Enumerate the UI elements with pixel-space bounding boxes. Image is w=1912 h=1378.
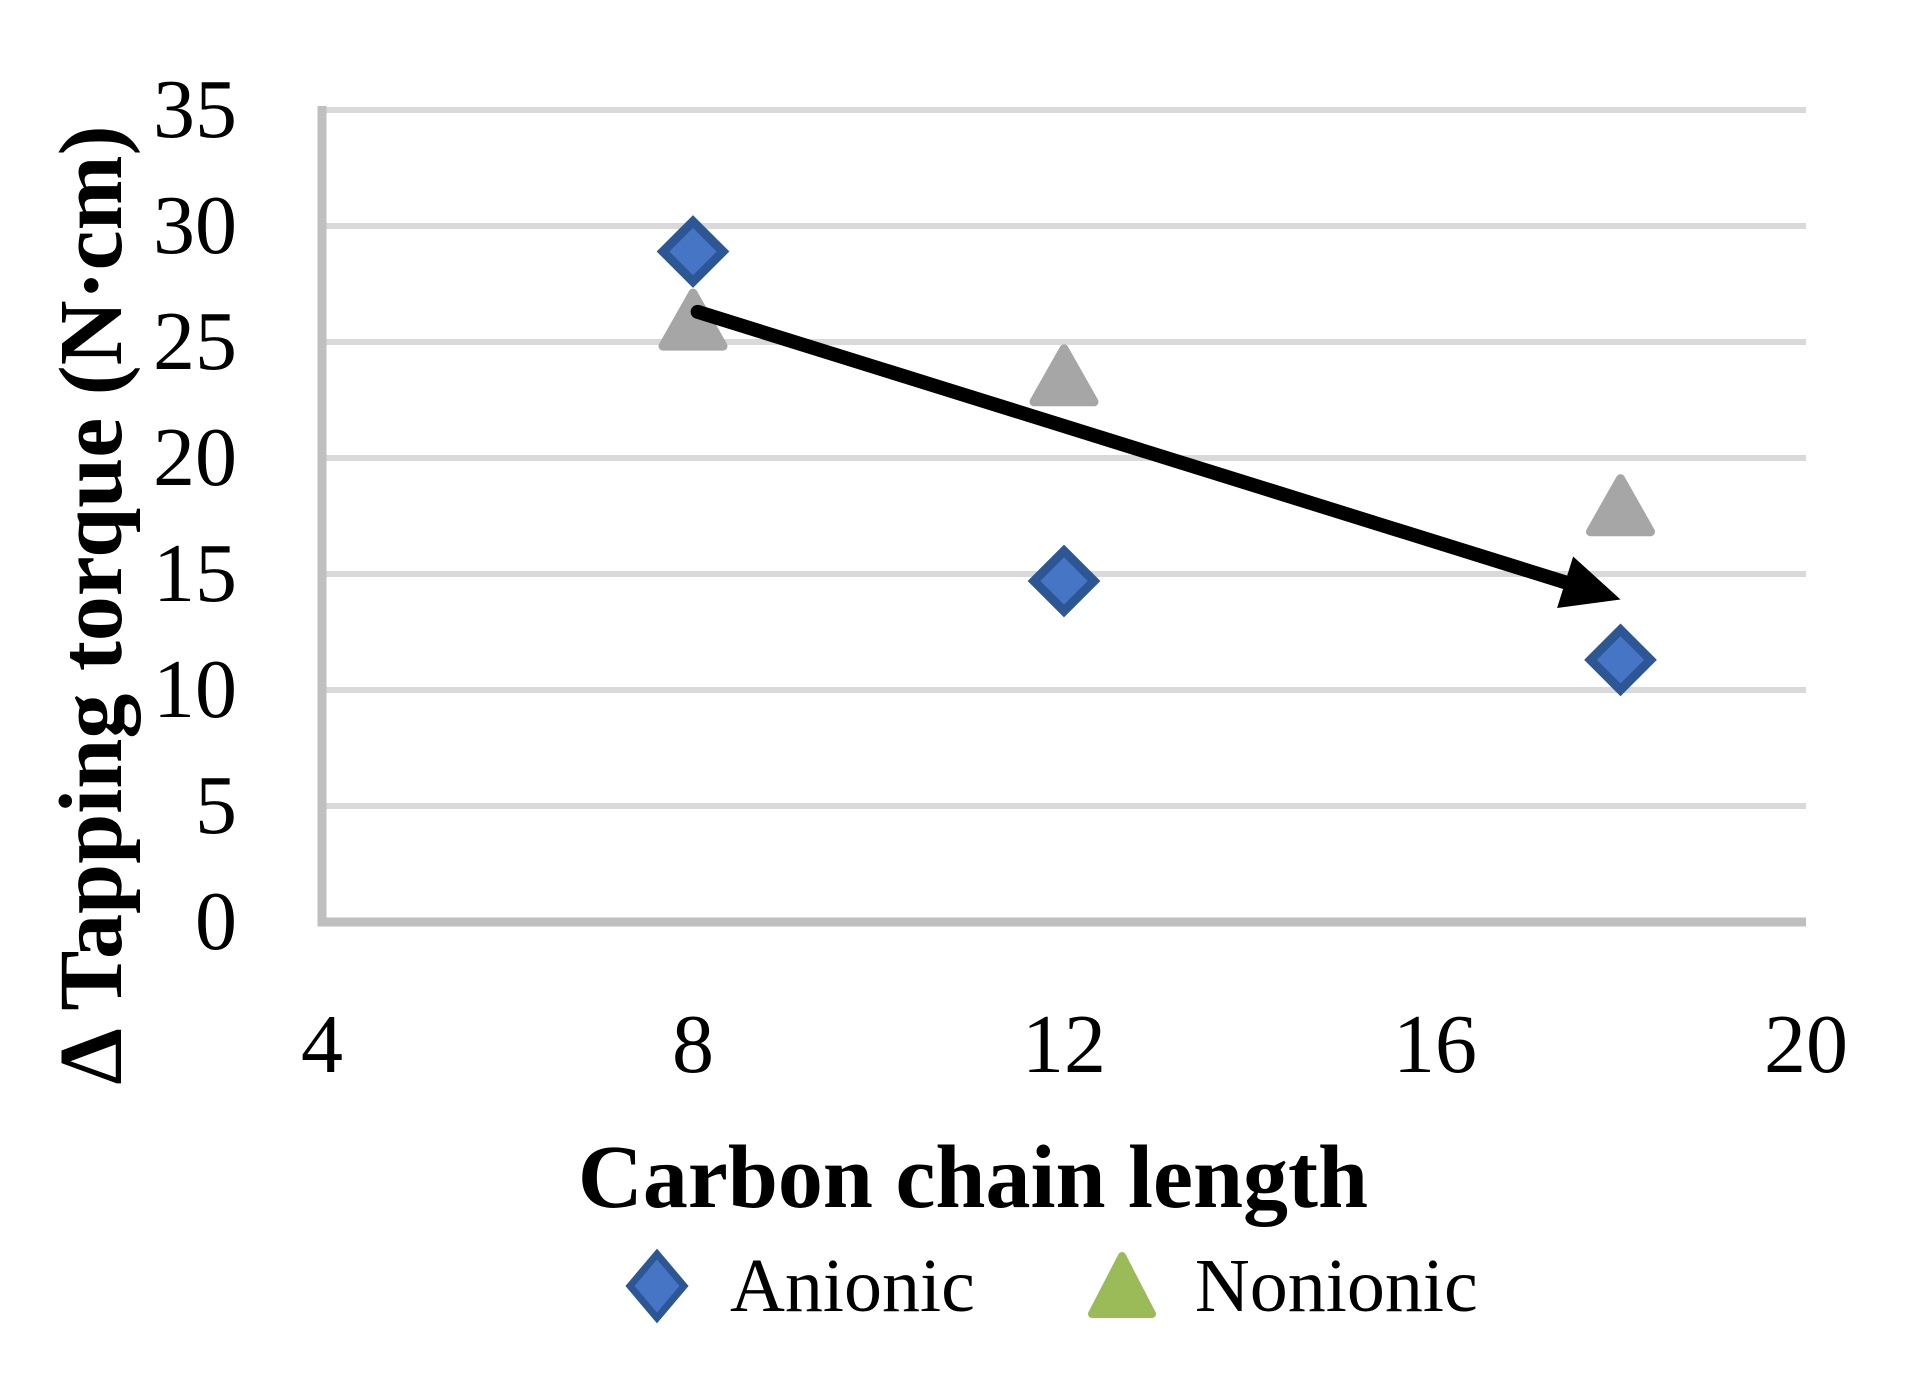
legend-item-anionic: Anionic	[620, 1243, 975, 1329]
legend-label: Nonionic	[1194, 1244, 1478, 1328]
diamond-legend-marker	[625, 1248, 689, 1324]
anionic-data-point	[1027, 544, 1101, 618]
nonionic-data-point	[1029, 344, 1099, 407]
diamond-legend-icon	[625, 1248, 689, 1324]
y-tick-label: 20	[153, 411, 237, 504]
trend-arrow-line	[690, 304, 1578, 592]
legend-item-nonionic: Nonionic	[1085, 1243, 1478, 1329]
legend: Anionic Nonionic	[620, 1243, 1478, 1329]
x-tick-label: 8	[672, 998, 714, 1091]
y-tick-label: 15	[153, 527, 237, 620]
x-tick-label: 16	[1393, 998, 1477, 1091]
triangle-legend-marker	[1087, 1252, 1156, 1318]
triangle-legend-icon	[1087, 1252, 1156, 1318]
x-tick-label: 12	[1022, 998, 1106, 1091]
nonionic-data-point	[1586, 474, 1655, 537]
anionic-data-point	[1584, 623, 1657, 697]
x-tick-label: 4	[301, 998, 343, 1091]
y-tick-label: 0	[195, 875, 237, 968]
x-axis-title: Carbon chain length	[577, 1128, 1369, 1227]
trend-arrow-head	[1557, 556, 1621, 609]
y-tick-label: 5	[195, 759, 237, 852]
legend-label: Anionic	[730, 1244, 975, 1328]
x-tick-label: 20	[1764, 998, 1848, 1091]
anionic-data-point	[656, 215, 730, 288]
y-tick-label: 30	[153, 179, 237, 272]
y-tick-label: 10	[153, 643, 237, 736]
y-tick-label: 25	[153, 295, 237, 388]
y-tick-label: 35	[153, 63, 237, 156]
